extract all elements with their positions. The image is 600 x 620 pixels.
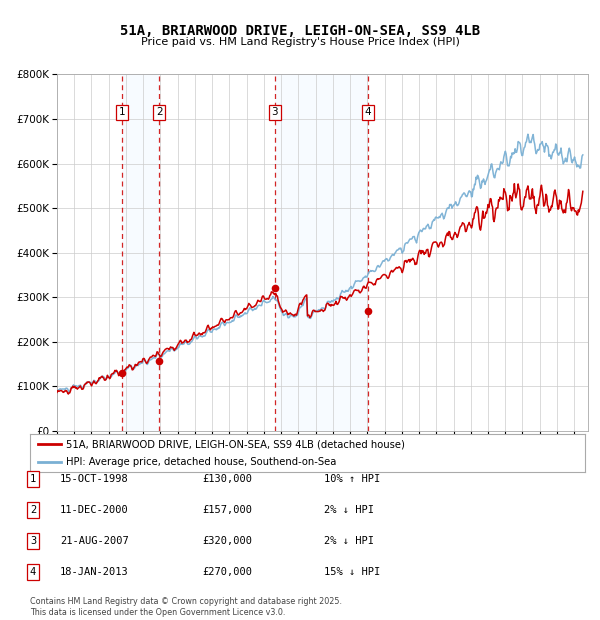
Text: 2: 2 [156, 107, 163, 117]
Text: 51A, BRIARWOOD DRIVE, LEIGH-ON-SEA, SS9 4LB (detached house): 51A, BRIARWOOD DRIVE, LEIGH-ON-SEA, SS9 … [66, 440, 405, 450]
Text: Price paid vs. HM Land Registry's House Price Index (HPI): Price paid vs. HM Land Registry's House … [140, 37, 460, 47]
Text: 2% ↓ HPI: 2% ↓ HPI [324, 536, 374, 546]
Text: 3: 3 [272, 107, 278, 117]
Bar [122, 74, 160, 431]
Text: 4: 4 [30, 567, 36, 577]
Text: 15-OCT-1998: 15-OCT-1998 [60, 474, 129, 484]
Text: 4: 4 [365, 107, 371, 117]
Text: 10% ↑ HPI: 10% ↑ HPI [324, 474, 380, 484]
Text: 1: 1 [119, 107, 125, 117]
Text: 1: 1 [30, 474, 36, 484]
Text: 3: 3 [30, 536, 36, 546]
Text: £157,000: £157,000 [202, 505, 252, 515]
Text: 2: 2 [30, 505, 36, 515]
Text: £130,000: £130,000 [202, 474, 252, 484]
Text: Contains HM Land Registry data © Crown copyright and database right 2025.
This d: Contains HM Land Registry data © Crown c… [30, 598, 342, 617]
Text: 51A, BRIARWOOD DRIVE, LEIGH-ON-SEA, SS9 4LB: 51A, BRIARWOOD DRIVE, LEIGH-ON-SEA, SS9 … [120, 24, 480, 38]
Text: HPI: Average price, detached house, Southend-on-Sea: HPI: Average price, detached house, Sout… [66, 457, 337, 467]
Text: 21-AUG-2007: 21-AUG-2007 [60, 536, 129, 546]
Text: £320,000: £320,000 [202, 536, 252, 546]
Bar [275, 74, 368, 431]
Text: £270,000: £270,000 [202, 567, 252, 577]
Text: 15% ↓ HPI: 15% ↓ HPI [324, 567, 380, 577]
Text: 18-JAN-2013: 18-JAN-2013 [60, 567, 129, 577]
Text: 11-DEC-2000: 11-DEC-2000 [60, 505, 129, 515]
Text: 2% ↓ HPI: 2% ↓ HPI [324, 505, 374, 515]
